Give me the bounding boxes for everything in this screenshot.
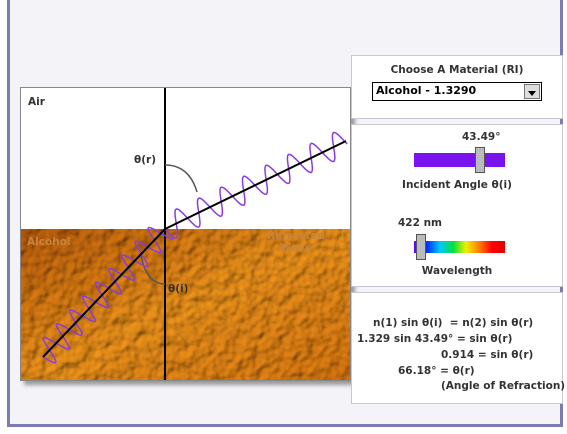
angle-slider-track[interactable] — [414, 153, 505, 167]
air-region — [21, 88, 350, 229]
wavelength-slider-track[interactable] — [414, 241, 505, 253]
angle-r-label: θ(r) — [134, 154, 156, 166]
material-selected: Alcohol - 1.3290 — [376, 84, 477, 97]
equation-line: 66.18° = θ(r) — [398, 365, 475, 377]
dropdown-button[interactable] — [524, 84, 540, 99]
incident-wave — [42, 226, 175, 364]
angle-label: Incident Angle θ(i) — [402, 179, 512, 191]
wavelength-slider-thumb[interactable] — [416, 234, 426, 260]
liquid-region — [21, 229, 350, 380]
angle-i-label: θ(i) — [168, 283, 189, 295]
equation-panel: n(1) sin θ(i) = n(2) sin θ(r) 1.329 sin … — [351, 292, 566, 404]
refraction-svg — [21, 88, 350, 380]
angle-arc-i — [140, 255, 166, 285]
refracted-ray — [164, 140, 347, 230]
wavelength-value: 422 nm — [398, 217, 442, 229]
refracted-wave — [164, 131, 348, 239]
material-select[interactable]: Alcohol - 1.3290 — [372, 82, 542, 101]
angle-value: 43.49° — [462, 131, 501, 143]
controls-panel: 43.49° Incident Angle θ(i) 422 nm Wavele… — [351, 124, 563, 287]
incident-ray — [42, 228, 166, 358]
refracted-label: Refracted Wave — [267, 230, 325, 254]
material-panel: Choose A Material (RI) Alcohol - 1.3290 — [351, 55, 563, 119]
equation-line: 1.329 sin 43.49° = sin θ(r) — [357, 333, 513, 345]
air-label: Air — [28, 96, 45, 108]
angle-arc-r — [164, 164, 198, 193]
equation-line: 0.914 = sin θ(r) — [441, 349, 534, 361]
material-title: Choose A Material (RI) — [390, 64, 524, 76]
liquid-label: Alcohol — [27, 236, 71, 248]
angle-slider-thumb[interactable] — [475, 147, 485, 173]
equation-line: (Angle of Refraction) — [441, 380, 566, 392]
refraction-view: Air Alcohol Refracted Wave θ(r) θ(i) — [20, 87, 351, 381]
equation-line: n(1) sin θ(i) = n(2) sin θ(r) — [373, 317, 534, 329]
wavelength-label: Wavelength — [421, 265, 493, 277]
